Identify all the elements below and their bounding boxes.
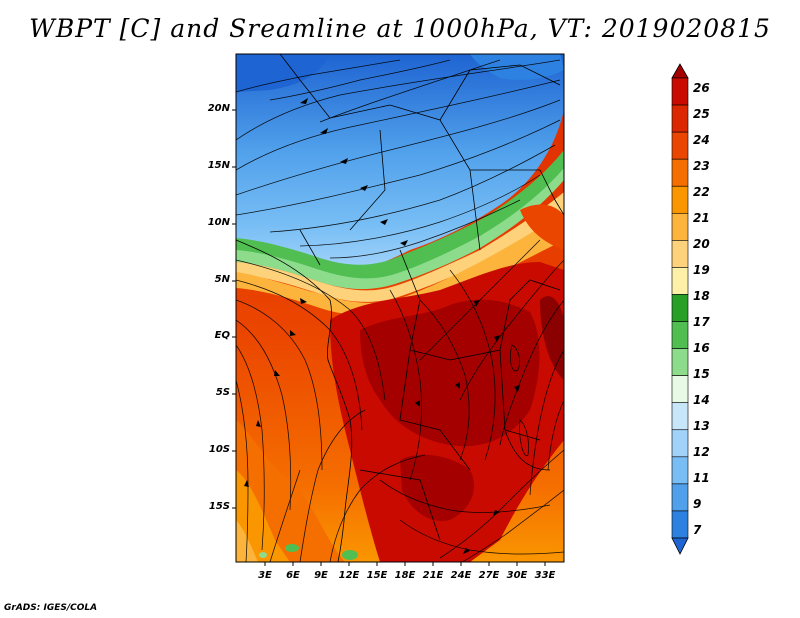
lat-label: 20N <box>207 103 230 114</box>
streamlines <box>236 59 564 562</box>
colorbar-cell <box>671 104 689 133</box>
temperature-field <box>236 54 564 562</box>
colorbar-cell <box>671 429 689 458</box>
colorbar-label: 23 <box>693 159 710 173</box>
lat-label: 10N <box>207 217 230 228</box>
colorbar-label: 15 <box>693 367 710 381</box>
colorbar-cell <box>671 294 689 322</box>
colorbar-label: 24 <box>693 133 710 147</box>
colorbar-label: 26 <box>693 81 710 95</box>
colorbar-label: 13 <box>693 419 710 433</box>
colorbar-cell <box>671 456 689 485</box>
colorbar-cell <box>671 510 689 539</box>
colorbar-cell <box>671 77 689 106</box>
colorbar-label: 25 <box>693 107 710 121</box>
lon-label: 24E <box>450 570 472 581</box>
colorbar-bottom-arrow <box>671 537 689 555</box>
lon-label: 18E <box>394 570 416 581</box>
lon-label: 12E <box>338 570 360 581</box>
colorbar-cell <box>671 212 689 241</box>
colorbar-cell <box>671 321 689 349</box>
colorbar <box>671 63 689 555</box>
lon-label: 6E <box>286 570 300 581</box>
colorbar-label: 16 <box>693 341 710 355</box>
colorbar-cell <box>671 402 689 431</box>
colorbar-cell <box>671 131 689 160</box>
lat-label: 15S <box>208 501 230 512</box>
lon-label: 9E <box>314 570 328 581</box>
colorbar-label: 18 <box>693 289 710 303</box>
lat-label: 5N <box>214 274 230 285</box>
colorbar-cell <box>671 158 689 187</box>
grads-credit: GrADS: IGES/COLA <box>4 603 98 613</box>
colorbar-label: 19 <box>693 263 710 277</box>
colorbar-cell <box>671 267 689 295</box>
colorbar-cell <box>671 240 689 268</box>
colorbar-cell <box>671 375 689 404</box>
lon-label: 21E <box>422 570 444 581</box>
map-title: WBPT [C] and Sreamline at 1000hPa, VT: 2… <box>29 14 771 43</box>
map-frame <box>235 53 565 563</box>
colorbar-label: 9 <box>693 497 702 511</box>
colorbar-label: 20 <box>693 237 710 251</box>
colorbar-label: 17 <box>693 315 710 329</box>
lat-label: 10S <box>208 444 230 455</box>
colorbar-label: 7 <box>693 523 702 537</box>
colorbar-top-arrow <box>671 63 689 79</box>
lon-label: 33E <box>534 570 556 581</box>
colorbar-label: 21 <box>693 211 710 225</box>
axis-ticks <box>232 109 546 566</box>
streamline-arrows <box>244 98 520 554</box>
lon-label: 3E <box>258 570 272 581</box>
lat-label: EQ <box>214 330 230 341</box>
colorbar-cell <box>671 483 689 512</box>
lat-label: 5S <box>215 387 230 398</box>
colorbar-label: 12 <box>693 445 710 459</box>
colorbar-label: 22 <box>693 185 710 199</box>
lon-label: 27E <box>478 570 500 581</box>
colorbar-label: 14 <box>693 393 710 407</box>
colorbar-label: 11 <box>693 471 710 485</box>
lat-label: 15N <box>207 160 230 171</box>
colorbar-cell <box>671 348 689 376</box>
lon-label: 30E <box>506 570 528 581</box>
lon-label: 15E <box>366 570 388 581</box>
colorbar-cell <box>671 185 689 214</box>
